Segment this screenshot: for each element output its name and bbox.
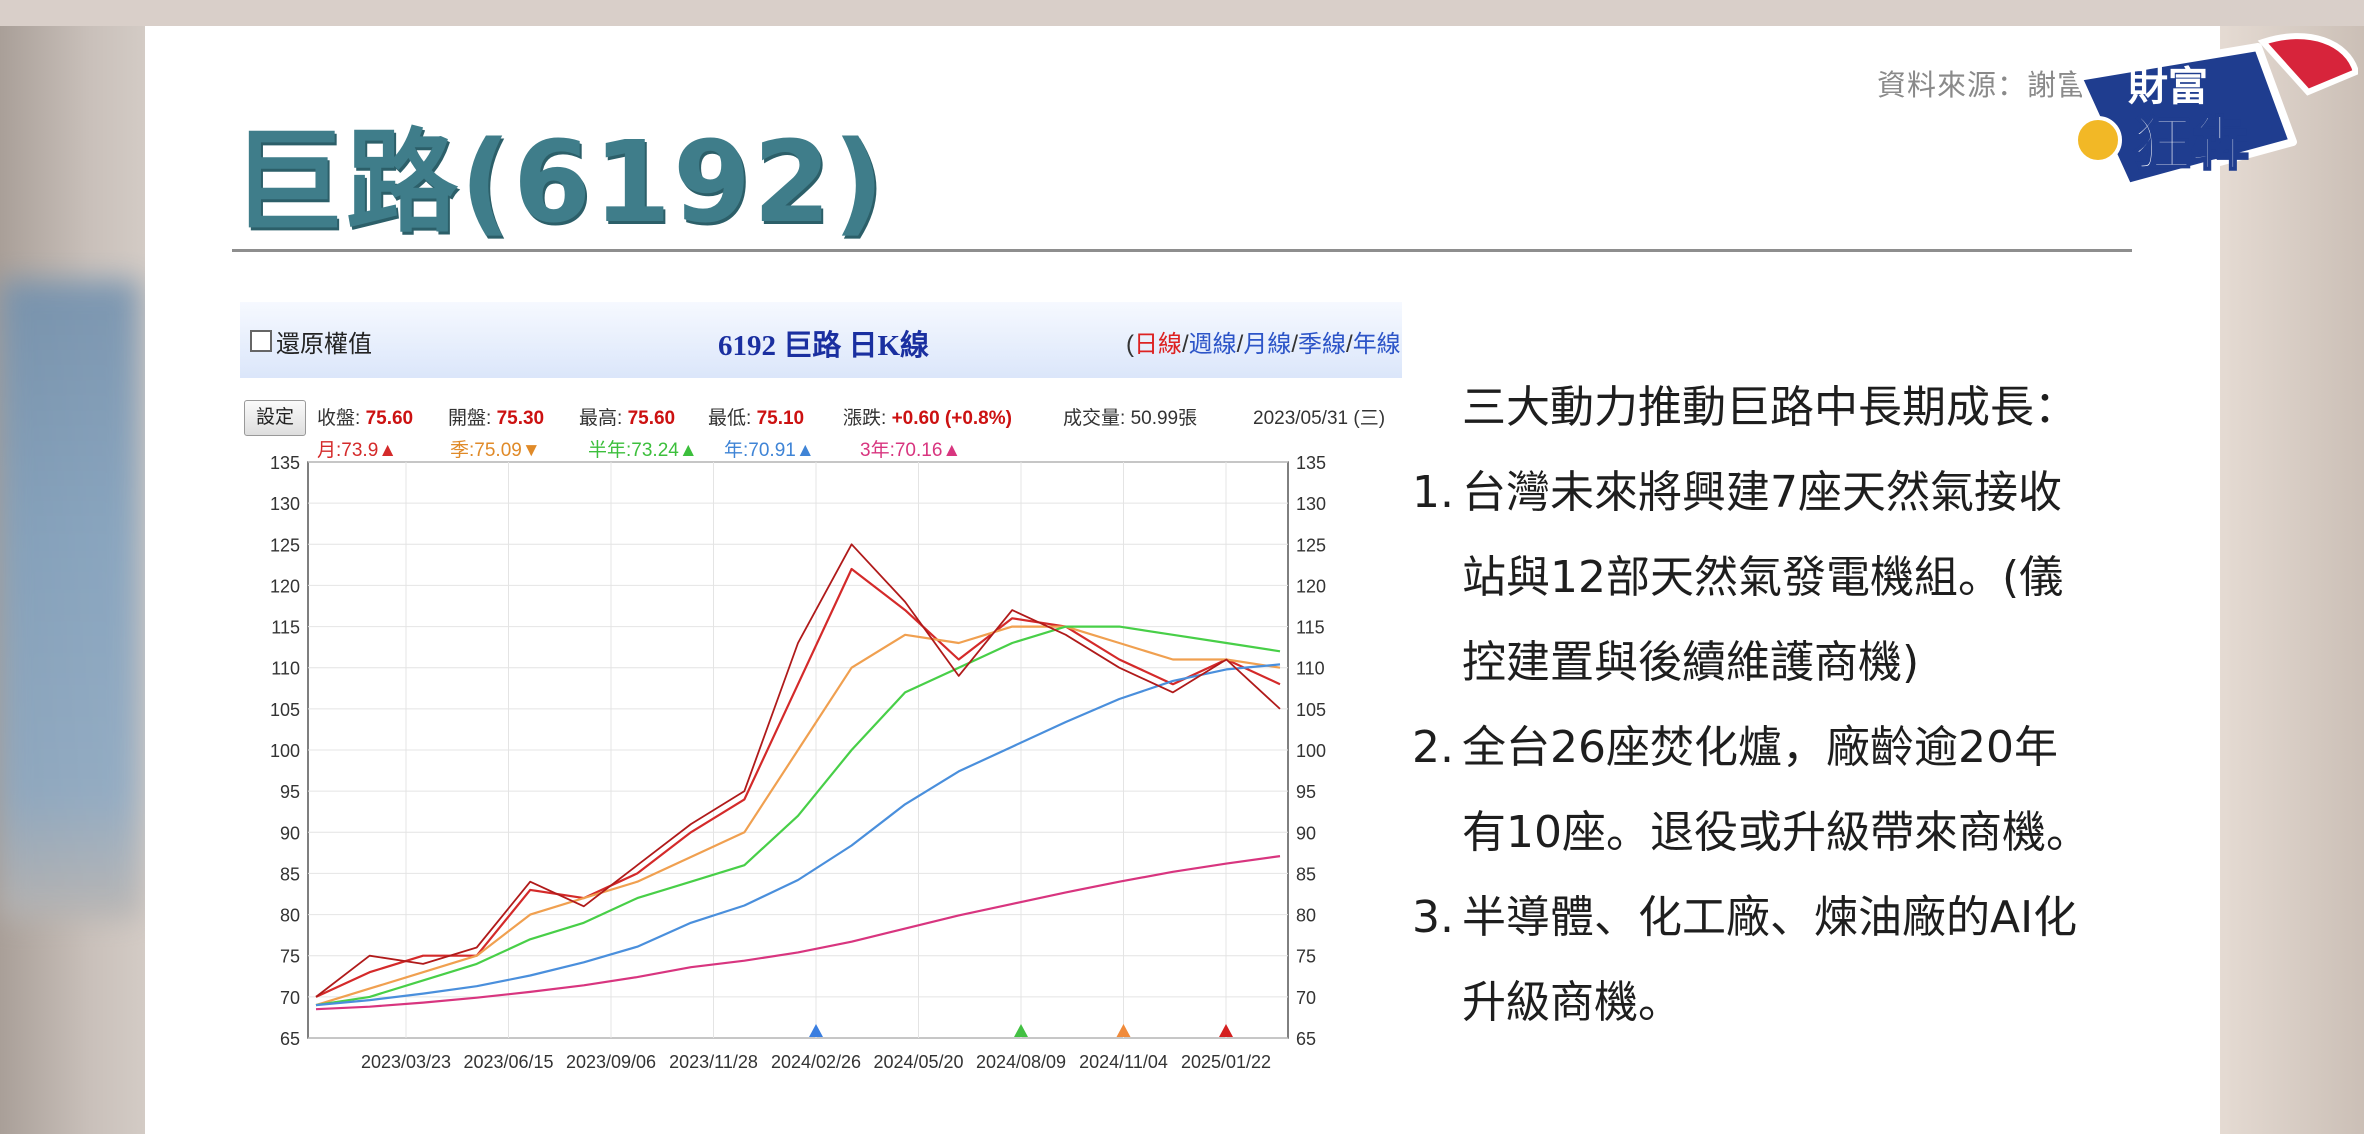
x-tick-label: 2023/06/15 [463,1052,553,1072]
y-tick-label-left: 75 [280,947,300,967]
y-tick-label-left: 100 [270,741,300,761]
ma-year: 年:70.91▲ [724,440,815,461]
quote-low: 最低: 75.10 [708,408,805,429]
point-3-number: 3. [1412,892,1454,943]
chart-header: 還原權值 6192 巨路 日K線 (日線/週線/月線/季線/年線 [240,302,1402,378]
x-tick-label: 2025/01/22 [1181,1052,1271,1072]
y-tick-label-left: 70 [280,988,300,1008]
point-1: 1. 台灣未來將興建7座天然氣接收 站與12部天然氣發電機組。(儀 控建置與後續… [1412,450,2192,705]
y-tick-label-left: 120 [270,576,300,596]
page-title: 巨路(6192) [232,118,887,248]
restore-checkbox[interactable] [250,330,272,352]
quote-close: 收盤: 75.60 [317,408,414,429]
logo-text-line-1: 財富 [2128,64,2208,110]
period-year[interactable]: 年線 [1352,331,1401,358]
source-text: 資料來源：謝富 [1877,68,2088,102]
y-tick-label-right: 70 [1296,988,1316,1008]
signal-marker [809,1024,823,1037]
point-1-line-3: 控建置與後續維護商機) [1462,637,1920,688]
y-tick-label-right: 100 [1296,741,1326,761]
point-2-line-1: 全台26座焚化爐，廠齡逾20年 [1462,722,2058,773]
series-line-季 [315,625,1281,1007]
background-right [2214,0,2364,1134]
logo-coin-icon [2074,116,2122,164]
y-tick-label-left: 130 [270,494,300,514]
point-3-line-1: 半導體、化工廠、煉油廠的AI化 [1462,892,2078,943]
y-tick-label-right: 135 [1296,453,1326,473]
period-quarter[interactable]: 季線 [1298,331,1347,358]
x-tick-label: 2024/05/20 [873,1052,963,1072]
point-3-line-2: 升級商機。 [1462,977,1682,1028]
x-tick-label: 2024/08/09 [976,1052,1066,1072]
quote-volume: 成交量: 50.99張 [1063,408,1198,429]
y-tick-label-left: 110 [271,659,300,679]
series-line-年 [315,663,1281,1007]
restore-label: 還原權值 [276,331,372,358]
ma-half-year: 半年:73.24▲ [588,440,698,461]
y-tick-label-left: 135 [270,453,300,473]
y-tick-label-right: 65 [1296,1029,1316,1049]
signal-marker [1219,1024,1233,1037]
x-tick-label: 2023/03/23 [361,1052,451,1072]
y-tick-label-right: 105 [1296,700,1326,720]
x-tick-label: 2023/09/06 [566,1052,656,1072]
ma-month: 月:73.9▲ [317,440,398,461]
y-tick-label-right: 130 [1296,494,1326,514]
period-month[interactable]: 月線 [1243,331,1292,358]
point-2-line-2: 有10座。退役或升級帶來商機。 [1462,807,2090,858]
key-points: 三大動力推動巨路中長期成長： 1. 台灣未來將興建7座天然氣接收 站與12部天然… [1412,365,2192,1045]
quote-open: 開盤: 75.30 [448,408,545,429]
y-tick-label-right: 115 [1296,618,1325,638]
points-intro: 三大動力推動巨路中長期成長： [1462,382,2078,433]
point-2-number: 2. [1412,722,1454,773]
background-left-blur [0,280,140,920]
settings-button[interactable]: 設定 [244,400,306,436]
show-logo: 財富 狂犇 [2074,33,2358,191]
chart-panel: 還原權值 6192 巨路 日K線 (日線/週線/月線/季線/年線 設定 收盤: … [240,302,1402,1082]
point-1-number: 1. [1412,467,1454,518]
y-tick-label-left: 95 [280,782,300,802]
signal-marker [1014,1024,1028,1037]
background-top [0,0,2364,26]
x-tick-label: 2024/02/26 [771,1052,861,1072]
y-tick-label-left: 80 [280,906,300,926]
y-tick-label-left: 125 [270,535,300,555]
logo-horn-shape [2257,33,2358,96]
y-tick-label-left: 65 [280,1029,300,1049]
point-3: 3. 半導體、化工廠、煉油廠的AI化 升級商機。 [1412,875,2192,1045]
point-1-line-1: 台灣未來將興建7座天然氣接收 [1462,467,2062,518]
kline-chart: 65 65 70 70 75 75 80 80 85 85 90 90 95 95 100 100 105 105… [270,453,1326,1072]
y-tick-label-left: 85 [280,864,300,884]
ma-quarter: 季:75.09▼ [450,440,541,461]
ma-3year: 3年:70.16▲ [860,440,962,461]
x-tick-label: 2024/11/04 [1079,1052,1168,1072]
y-tick-label-right: 125 [1296,535,1326,555]
point-2: 2. 全台26座焚化爐，廠齡逾20年 有10座。退役或升級帶來商機。 [1412,705,2192,875]
quote-change: 漲跌: +0.60 (+0.8%) [843,408,1012,429]
period-week[interactable]: 週線 [1188,331,1237,358]
signal-marker [1116,1024,1131,1037]
y-tick-label-left: 90 [280,823,300,843]
point-1-line-2: 站與12部天然氣發電機組。(儀 [1462,552,2064,603]
series-line-price [315,543,1281,998]
y-tick-label-left: 105 [270,700,300,720]
series-line-半年 [315,625,1281,1007]
y-tick-label-right: 75 [1296,947,1316,967]
title-divider [232,249,2132,252]
period-day[interactable]: 日線 [1134,331,1182,358]
y-tick-label-right: 85 [1296,864,1316,884]
y-tick-label-right: 90 [1296,823,1316,843]
y-tick-label-right: 120 [1296,576,1326,596]
y-tick-label-left: 115 [271,618,300,638]
y-tick-label-right: 80 [1296,906,1316,926]
x-tick-label: 2023/11/28 [669,1052,758,1072]
quote-date: 2023/05/31 (三) [1253,408,1386,429]
y-tick-label-right: 95 [1296,782,1316,802]
y-tick-label-right: 110 [1296,659,1325,679]
period-selector: (日線/週線/月線/季線/年線 [1126,331,1401,358]
series-line-3年 [315,855,1281,1011]
logo-text-line-2: 狂犇 [2133,110,2249,178]
chart-title: 6192 巨路 日K線 [718,330,930,362]
quote-high: 最高: 75.60 [579,408,676,429]
